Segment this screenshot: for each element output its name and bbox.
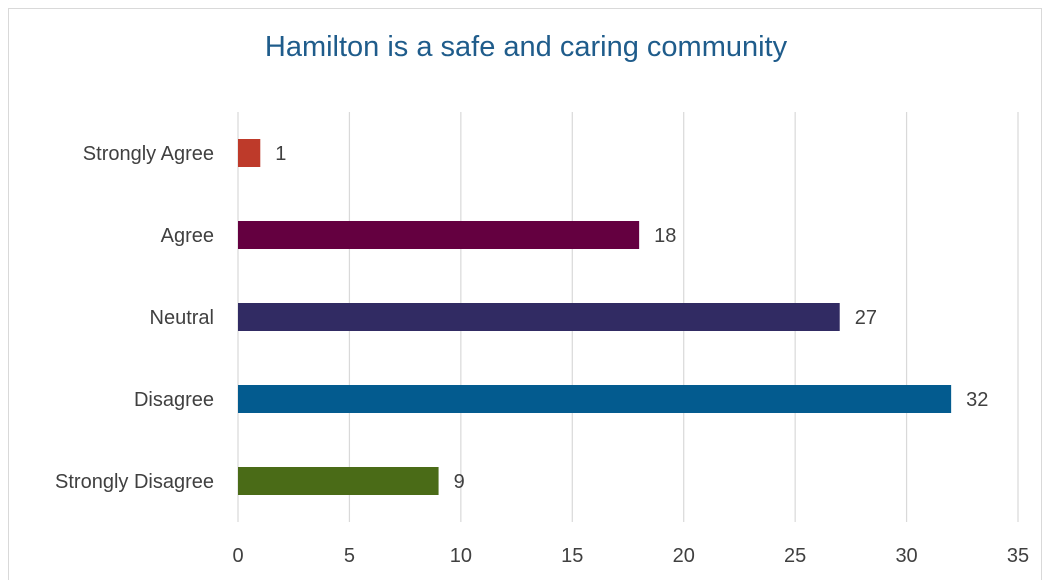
data-label-disagree: 32 [966,389,988,411]
x-tick-label-5: 5 [344,545,355,567]
bar-agree [238,221,640,249]
chart-title: Hamilton is a safe and caring community [264,31,788,63]
x-tick-label-0: 0 [232,545,243,567]
x-tick-label-25: 25 [784,545,806,567]
bar-neutral [238,303,840,331]
data-label-neutral: 27 [855,307,877,329]
category-label-disagree: Disagree [134,389,214,411]
x-tick-label-30: 30 [895,545,917,567]
data-label-strongly-agree: 1 [275,143,286,165]
category-label-strongly-disagree: Strongly Disagree [55,471,214,493]
data-label-strongly-disagree: 9 [454,471,465,493]
category-label-neutral: Neutral [150,307,214,329]
chart-frame [8,8,1042,580]
category-label-agree: Agree [161,225,214,247]
bar-strongly-disagree [238,467,439,495]
category-label-strongly-agree: Strongly Agree [83,143,214,165]
x-tick-label-10: 10 [450,545,472,567]
bar-strongly-agree [238,139,261,167]
x-tick-label-15: 15 [561,545,583,567]
x-tick-label-20: 20 [673,545,695,567]
data-label-agree: 18 [654,225,676,247]
x-tick-label-35: 35 [1007,545,1029,567]
bar-disagree [238,385,952,413]
